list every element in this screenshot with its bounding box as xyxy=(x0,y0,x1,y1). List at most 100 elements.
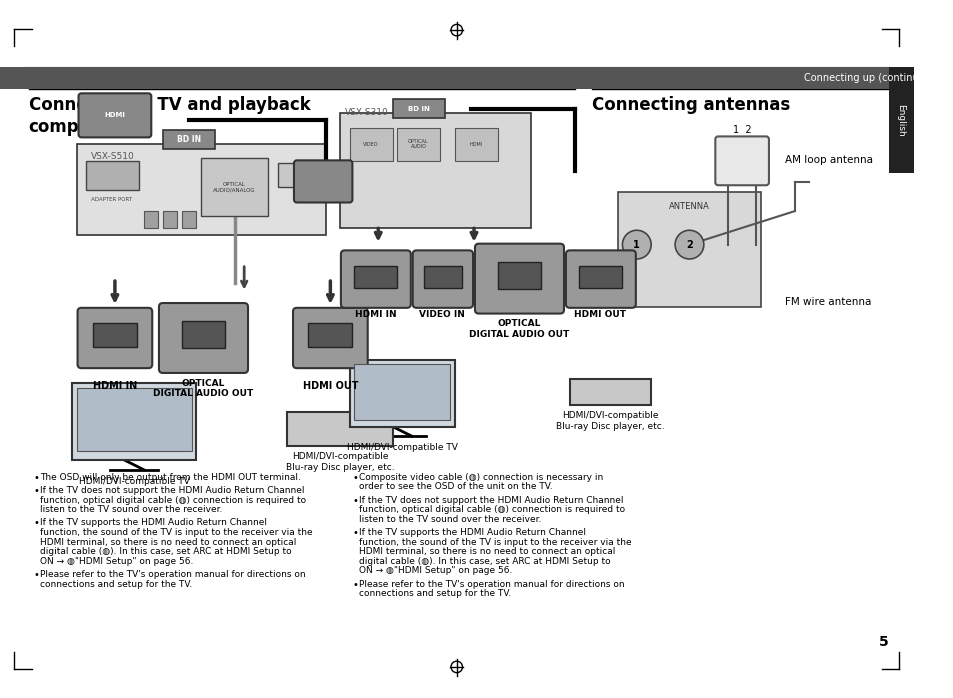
Text: ADAPTER PORT: ADAPTER PORT xyxy=(91,197,132,202)
FancyBboxPatch shape xyxy=(293,308,367,368)
FancyBboxPatch shape xyxy=(159,303,248,373)
Text: OPTICAL
AUDIO/ANALOG: OPTICAL AUDIO/ANALOG xyxy=(213,181,255,193)
Bar xyxy=(201,158,268,216)
Text: digital cable (◍). In this case, set ARC at HDMI Setup to: digital cable (◍). In this case, set ARC… xyxy=(40,547,292,556)
FancyBboxPatch shape xyxy=(77,308,152,368)
Text: HDMI: HDMI xyxy=(469,142,482,147)
Text: If the TV does not support the HDMI Audio Return Channel: If the TV does not support the HDMI Audi… xyxy=(40,486,304,495)
Bar xyxy=(308,323,352,347)
Bar xyxy=(287,413,393,446)
Text: digital cable (◍). In this case, set ARC at HDMI Setup to: digital cable (◍). In this case, set ARC… xyxy=(358,557,610,566)
Text: •: • xyxy=(352,496,358,505)
Text: •: • xyxy=(33,519,39,528)
Bar xyxy=(144,211,158,228)
Text: HDMI/DVI-compatible
Blu-ray Disc player, etc.: HDMI/DVI-compatible Blu-ray Disc player,… xyxy=(285,452,394,472)
Text: •: • xyxy=(352,473,358,482)
Text: English: English xyxy=(896,104,904,137)
Text: AM loop antenna: AM loop antenna xyxy=(784,156,872,165)
Text: 5: 5 xyxy=(878,635,887,649)
Bar xyxy=(277,163,320,187)
FancyBboxPatch shape xyxy=(340,251,411,308)
Text: connections and setup for the TV.: connections and setup for the TV. xyxy=(40,580,193,589)
Bar xyxy=(887,68,913,173)
Bar xyxy=(617,192,760,307)
Bar xyxy=(182,211,196,228)
Text: HDMI OUT: HDMI OUT xyxy=(574,310,626,319)
Text: HDMI IN: HDMI IN xyxy=(355,310,395,319)
Text: OPTICAL
DIGITAL AUDIO OUT: OPTICAL DIGITAL AUDIO OUT xyxy=(152,379,253,398)
Text: OPTICAL
AUDIO: OPTICAL AUDIO xyxy=(408,139,428,149)
Bar xyxy=(569,379,651,406)
Bar xyxy=(76,144,325,235)
Bar xyxy=(354,266,397,288)
Text: •: • xyxy=(33,473,39,482)
Text: connections and setup for the TV.: connections and setup for the TV. xyxy=(358,589,511,598)
Text: function, optical digital cable (◍) connection is required to: function, optical digital cable (◍) conn… xyxy=(358,505,624,514)
Text: listen to the TV sound over the receiver.: listen to the TV sound over the receiver… xyxy=(40,505,222,514)
Text: VIDEO IN: VIDEO IN xyxy=(419,310,465,319)
FancyBboxPatch shape xyxy=(294,161,352,202)
Bar xyxy=(339,114,531,228)
Bar xyxy=(455,128,497,161)
Bar xyxy=(354,364,450,420)
Text: function, the sound of the TV is input to the receiver via the: function, the sound of the TV is input t… xyxy=(358,537,631,547)
FancyBboxPatch shape xyxy=(475,244,563,313)
Text: LAN: LAN xyxy=(293,172,304,177)
Bar xyxy=(92,323,137,347)
Text: Connecting a TV and playback
components: Connecting a TV and playback components xyxy=(29,96,310,136)
Circle shape xyxy=(675,230,703,259)
Text: HDMI: HDMI xyxy=(105,112,125,119)
Text: The OSD will only be output from the HDMI OUT terminal.: The OSD will only be output from the HDM… xyxy=(40,473,301,482)
Circle shape xyxy=(621,230,651,259)
Text: •: • xyxy=(33,570,39,580)
Bar xyxy=(0,68,913,89)
Text: 1: 1 xyxy=(633,239,639,250)
Bar xyxy=(424,266,461,288)
Text: OPTICAL
DIGITAL AUDIO OUT: OPTICAL DIGITAL AUDIO OUT xyxy=(468,319,569,339)
Text: HDMI terminal, so there is no need to connect an optical: HDMI terminal, so there is no need to co… xyxy=(40,537,296,547)
Text: Please refer to the TV's operation manual for directions on: Please refer to the TV's operation manua… xyxy=(40,570,306,579)
Text: VSX-S310: VSX-S310 xyxy=(344,107,388,117)
FancyBboxPatch shape xyxy=(413,251,473,308)
Text: If the TV supports the HDMI Audio Return Channel: If the TV supports the HDMI Audio Return… xyxy=(358,528,585,537)
Bar xyxy=(71,383,196,460)
FancyBboxPatch shape xyxy=(565,251,635,308)
Text: If the TV supports the HDMI Audio Return Channel: If the TV supports the HDMI Audio Return… xyxy=(40,519,267,528)
FancyBboxPatch shape xyxy=(715,136,768,185)
Bar xyxy=(76,388,192,450)
Bar xyxy=(349,359,455,426)
Text: •: • xyxy=(33,486,39,496)
Text: Please refer to the TV's operation manual for directions on: Please refer to the TV's operation manua… xyxy=(358,580,624,589)
Bar xyxy=(163,130,215,149)
Bar xyxy=(86,161,139,190)
Bar xyxy=(393,99,445,118)
Text: Connecting up (continued): Connecting up (continued) xyxy=(803,73,934,83)
Text: Composite video cable (◍) connection is necessary in: Composite video cable (◍) connection is … xyxy=(358,473,602,482)
Bar xyxy=(182,321,225,348)
Text: 2: 2 xyxy=(685,239,692,250)
Text: function, the sound of the TV is input to the receiver via the: function, the sound of the TV is input t… xyxy=(40,528,313,537)
Text: ANTENNA: ANTENNA xyxy=(668,202,709,211)
Text: HDMI/DVI-compatible TV: HDMI/DVI-compatible TV xyxy=(346,443,457,452)
Text: VSX-S510: VSX-S510 xyxy=(91,151,134,161)
Text: If the TV does not support the HDMI Audio Return Channel: If the TV does not support the HDMI Audi… xyxy=(358,496,623,505)
Bar xyxy=(578,266,621,288)
Text: 1  2: 1 2 xyxy=(732,124,751,135)
Text: HDMI terminal, so there is no need to connect an optical: HDMI terminal, so there is no need to co… xyxy=(358,547,615,556)
Text: FM wire antenna: FM wire antenna xyxy=(784,297,871,307)
FancyBboxPatch shape xyxy=(78,94,152,138)
Bar xyxy=(349,128,393,161)
Text: VIDEO: VIDEO xyxy=(362,142,378,147)
Text: •: • xyxy=(352,528,358,538)
Bar xyxy=(163,211,177,228)
Text: HDMI/DVI-compatible
Blu-ray Disc player, etc.: HDMI/DVI-compatible Blu-ray Disc player,… xyxy=(555,411,663,431)
Text: Connecting antennas: Connecting antennas xyxy=(591,96,789,114)
Text: HDMI/DVI-compatible TV: HDMI/DVI-compatible TV xyxy=(78,477,190,487)
Text: BD IN: BD IN xyxy=(176,135,200,144)
Text: •: • xyxy=(352,580,358,590)
Bar xyxy=(397,128,440,161)
Text: HDMI IN: HDMI IN xyxy=(92,380,137,391)
Text: ON → ◍"HDMI Setup" on page 56.: ON → ◍"HDMI Setup" on page 56. xyxy=(358,566,512,575)
Text: ON → ◍"HDMI Setup" on page 56.: ON → ◍"HDMI Setup" on page 56. xyxy=(40,557,193,566)
Text: function, optical digital cable (◍) connection is required to: function, optical digital cable (◍) conn… xyxy=(40,496,306,505)
